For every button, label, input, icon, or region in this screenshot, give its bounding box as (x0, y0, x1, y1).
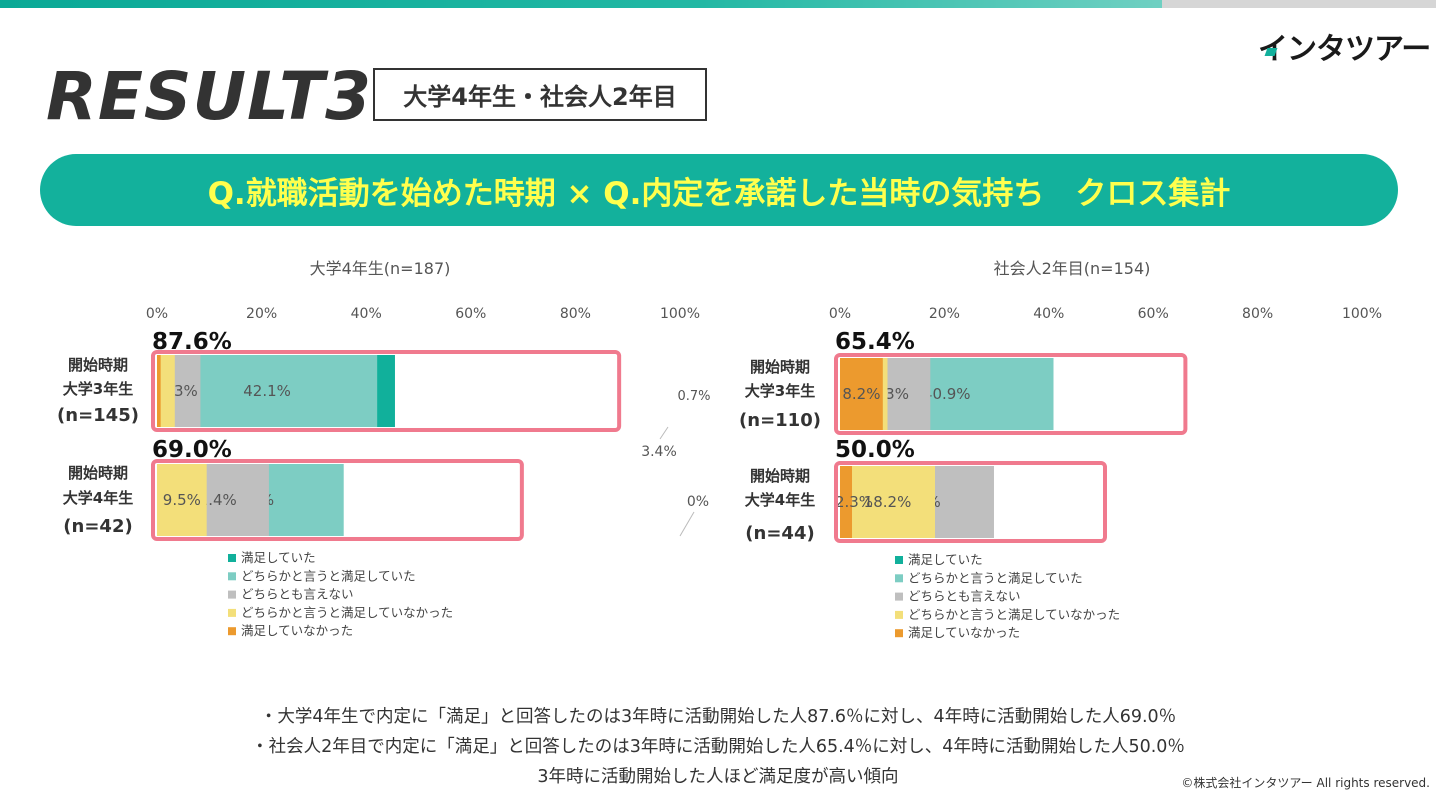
category-label: (n=42) (63, 516, 132, 537)
legend-entry: どちらとも言えない (241, 587, 354, 602)
legend-entry: どちらかと言うと満足していた (241, 568, 416, 583)
legend-entry: 満足していなかった (241, 623, 353, 638)
highlight-label: 87.6% (152, 329, 232, 355)
x-tick-label: 20% (246, 306, 277, 322)
legend-swatch (228, 572, 236, 581)
legend-swatch (228, 627, 236, 636)
summary-note-1: ・大学4年生で内定に「満足」と回答したのは3年時に活動開始した人87.6％に対し… (259, 707, 1177, 727)
legend-swatch (895, 629, 903, 638)
summary-note-3: 3年時に活動開始した人ほど満足度が高い傾向 (537, 767, 899, 787)
category-label: (n=145) (57, 405, 139, 426)
legend-entry: 満足していた (241, 550, 316, 565)
bar-segment (157, 355, 175, 427)
highlight-box (151, 459, 524, 541)
highlight-label: 50.0% (835, 437, 915, 463)
page-title: RESULT3 (46, 58, 373, 135)
category-label: 開始時期 (750, 358, 810, 376)
bar-segment (840, 358, 883, 430)
data-label: 2.3% (835, 493, 873, 511)
summary-note-2: ・社会人2年目で内定に「満足」と回答したのは3年時に活動開始した人65.4％に対… (251, 737, 1185, 757)
chart-title: 大学4年生(n=187) (310, 259, 451, 278)
highlight-label: 69.0% (152, 437, 232, 463)
legend-entry: どちらかと言うと満足していなかった (241, 605, 453, 620)
x-tick-label: 0% (146, 306, 168, 322)
category-label: 大学3年生 (63, 380, 133, 398)
bar-segment (157, 464, 207, 536)
highlight-box (834, 353, 1188, 435)
bar-segment (157, 355, 161, 427)
x-tick-label: 20% (929, 306, 960, 322)
category-label: 開始時期 (68, 356, 128, 374)
bar-segment (840, 466, 853, 538)
legend-entry: 満足していなかった (908, 625, 1020, 640)
data-label: 8.2% (842, 385, 880, 403)
category-label: (n=44) (745, 523, 814, 544)
x-tick-label: 60% (1138, 306, 1169, 322)
x-tick-label: 100% (1342, 306, 1382, 322)
legend-swatch (895, 574, 903, 583)
leader-line (679, 511, 695, 537)
category-label: 開始時期 (68, 464, 128, 482)
legend-swatch (895, 556, 903, 564)
data-label: 0% (687, 494, 709, 510)
legend-swatch (895, 592, 903, 601)
category-label: 大学4年生 (63, 489, 133, 507)
x-tick-label: 60% (455, 306, 486, 322)
x-tick-label: 40% (351, 306, 382, 322)
data-label: 18.2% (864, 493, 912, 511)
bar-segment (840, 466, 936, 538)
legend-swatch (895, 610, 903, 619)
legend-swatch (228, 554, 236, 562)
question-banner: Q.就職活動を始めた時期 × Q.内定を承諾した当時の気持ち クロス集計 (40, 154, 1398, 226)
highlight-box (834, 461, 1107, 543)
data-label: 40.9% (923, 385, 971, 403)
chart-title: 社会人2年目(n=154) (994, 259, 1151, 278)
subject-label: 大学4年生・社会人2年目 (403, 83, 677, 111)
leader-line (659, 426, 669, 440)
data-label: 0.7% (677, 389, 710, 404)
legend-entry: どちらかと言うと満足していた (908, 570, 1083, 585)
top-accent-green (0, 0, 1162, 8)
legend-swatch (228, 590, 236, 599)
subject-box: 大学4年生・社会人2年目 (373, 68, 707, 121)
x-tick-label: 100% (660, 306, 700, 322)
legend-swatch (228, 608, 236, 617)
data-label: 42.1% (243, 382, 291, 400)
category-label: 大学3年生 (745, 382, 815, 400)
copyright: ©株式会社インタツアー All rights reserved. (1181, 776, 1430, 790)
top-accent-bar (0, 0, 1436, 8)
category-label: 開始時期 (750, 467, 810, 485)
x-tick-label: 0% (829, 306, 851, 322)
data-label: 9.5% (163, 491, 201, 509)
x-tick-label: 80% (560, 306, 591, 322)
data-label: 3.4% (641, 444, 677, 460)
brand-logo: インタツアー (1258, 32, 1431, 67)
legend-entry: どちらかと言うと満足していなかった (908, 607, 1120, 622)
category-label: (n=110) (739, 410, 821, 431)
highlight-label: 65.4% (835, 329, 915, 355)
top-accent-gray (1162, 0, 1436, 8)
x-tick-label: 80% (1242, 306, 1273, 322)
legend-entry: 満足していた (908, 552, 983, 567)
question-text: Q.就職活動を始めた時期 × Q.内定を承諾した当時の気持ち クロス集計 (207, 175, 1231, 212)
legend-entry: どちらとも言えない (908, 589, 1021, 604)
highlight-box (151, 350, 622, 432)
x-tick-label: 40% (1033, 306, 1064, 322)
category-label: 大学4年生 (745, 491, 815, 509)
